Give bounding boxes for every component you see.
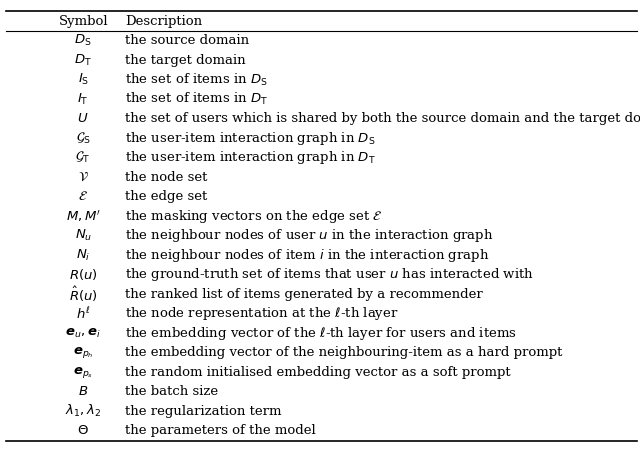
Text: the embedding vector of the neighbouring-item as a hard prompt: the embedding vector of the neighbouring… <box>125 346 562 359</box>
Text: $\lambda_1, \lambda_2$: $\lambda_1, \lambda_2$ <box>65 403 101 419</box>
Text: $\Theta$: $\Theta$ <box>77 424 89 437</box>
Text: the neighbour nodes of user $u$ in the interaction graph: the neighbour nodes of user $u$ in the i… <box>125 227 493 244</box>
Text: $\mathcal{G}_\mathrm{S}$: $\mathcal{G}_\mathrm{S}$ <box>76 131 91 146</box>
Text: $I_\mathrm{T}$: $I_\mathrm{T}$ <box>77 92 89 106</box>
Text: $\boldsymbol{e}_{p_s}$: $\boldsymbol{e}_{p_s}$ <box>73 365 93 380</box>
Text: the masking vectors on the edge set $\mathcal{E}$: the masking vectors on the edge set $\ma… <box>125 208 383 225</box>
Text: $M, M'$: $M, M'$ <box>66 208 100 224</box>
Text: the target domain: the target domain <box>125 54 245 67</box>
Text: $\hat{R}(u)$: $\hat{R}(u)$ <box>69 285 97 304</box>
Text: the edge set: the edge set <box>125 190 207 203</box>
Text: $U$: $U$ <box>77 112 89 125</box>
Text: Symbol: Symbol <box>58 14 108 28</box>
Text: the set of items in $D_\mathrm{T}$: the set of items in $D_\mathrm{T}$ <box>125 91 268 107</box>
Text: $D_\mathrm{S}$: $D_\mathrm{S}$ <box>74 33 92 48</box>
Text: $B$: $B$ <box>78 385 88 398</box>
Text: the user-item interaction graph in $D_\mathrm{T}$: the user-item interaction graph in $D_\m… <box>125 149 376 166</box>
Text: the random initialised embedding vector as a soft prompt: the random initialised embedding vector … <box>125 366 511 379</box>
Text: $R(u)$: $R(u)$ <box>69 267 97 282</box>
Text: $h^\ell$: $h^\ell$ <box>76 306 90 322</box>
Text: $D_\mathrm{T}$: $D_\mathrm{T}$ <box>74 52 92 68</box>
Text: $\mathcal{V}$: $\mathcal{V}$ <box>77 170 89 184</box>
Text: $N_i$: $N_i$ <box>76 248 90 263</box>
Text: $I_\mathrm{S}$: $I_\mathrm{S}$ <box>77 72 89 87</box>
Text: $\mathcal{E}$: $\mathcal{E}$ <box>78 190 88 203</box>
Text: the node set: the node set <box>125 170 207 184</box>
Text: Description: Description <box>125 14 202 28</box>
Text: $N_u$: $N_u$ <box>74 228 92 243</box>
Text: the node representation at the $\ell$-th layer: the node representation at the $\ell$-th… <box>125 305 399 322</box>
Text: the regularization term: the regularization term <box>125 405 282 418</box>
Text: the parameters of the model: the parameters of the model <box>125 424 316 437</box>
Text: the batch size: the batch size <box>125 385 218 398</box>
Text: the set of items in $D_\mathrm{S}$: the set of items in $D_\mathrm{S}$ <box>125 72 268 87</box>
Text: $\boldsymbol{e}_u, \boldsymbol{e}_i$: $\boldsymbol{e}_u, \boldsymbol{e}_i$ <box>65 327 101 340</box>
Text: the ranked list of items generated by a recommender: the ranked list of items generated by a … <box>125 288 483 301</box>
Text: $\boldsymbol{e}_{p_h}$: $\boldsymbol{e}_{p_h}$ <box>73 345 93 360</box>
Text: the ground-truth set of items that user $u$ has interacted with: the ground-truth set of items that user … <box>125 266 534 283</box>
Text: the embedding vector of the $\ell$-th layer for users and items: the embedding vector of the $\ell$-th la… <box>125 325 516 342</box>
Text: the source domain: the source domain <box>125 34 249 47</box>
Text: the user-item interaction graph in $D_\mathrm{S}$: the user-item interaction graph in $D_\m… <box>125 129 375 147</box>
Text: the neighbour nodes of item $i$ in the interaction graph: the neighbour nodes of item $i$ in the i… <box>125 247 489 264</box>
Text: the set of users which is shared by both the source domain and the target domain: the set of users which is shared by both… <box>125 112 640 125</box>
Text: $\mathcal{G}_\mathrm{T}$: $\mathcal{G}_\mathrm{T}$ <box>76 150 91 165</box>
